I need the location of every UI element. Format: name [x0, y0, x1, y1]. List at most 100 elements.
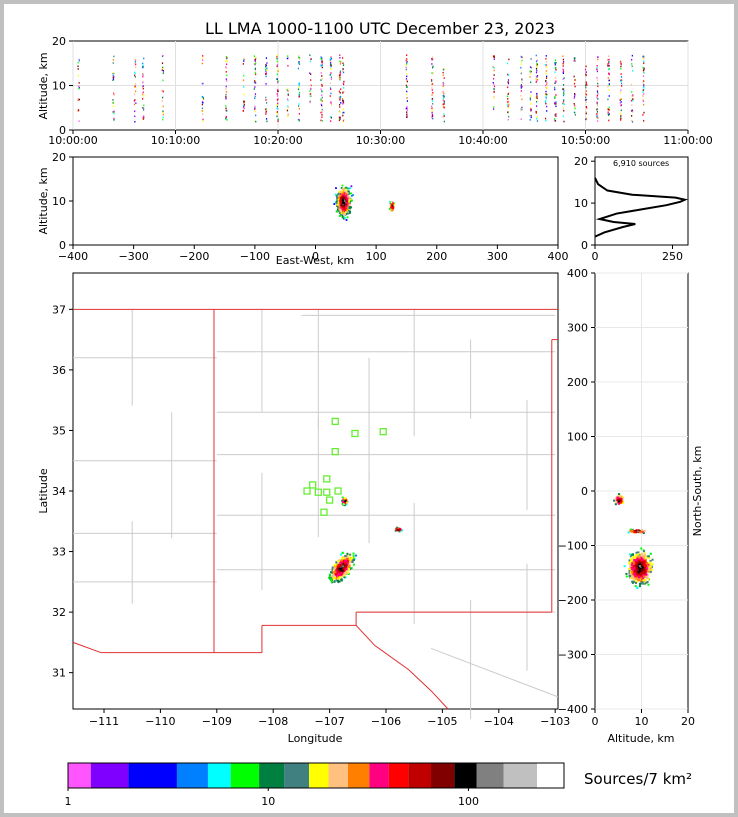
source-point [554, 71, 556, 74]
source-point [596, 101, 598, 104]
source-point [562, 55, 564, 58]
ew-density-cell [349, 210, 352, 213]
ns-density-cell [635, 578, 638, 581]
ns-density-cell [641, 568, 644, 571]
map-density-cell [340, 565, 343, 568]
source-point [521, 108, 523, 111]
ns-density-cell [633, 561, 636, 564]
source-point [277, 68, 279, 71]
source-point [596, 68, 598, 71]
source-point [442, 90, 445, 93]
ew-density-cell [348, 192, 351, 195]
ns-density-cell [643, 582, 646, 585]
source-point [242, 100, 245, 103]
map-density-cell [346, 552, 349, 555]
ew-density-cell [336, 196, 338, 198]
source-point [585, 90, 587, 92]
source-point [536, 63, 538, 65]
source-point [338, 116, 340, 119]
ns-density-cell [642, 556, 645, 559]
ns-density-cell [617, 495, 620, 498]
ns-density-cell [621, 499, 624, 502]
source-point [255, 62, 257, 64]
map-density-cell [333, 567, 336, 570]
colorbar-cell [176, 763, 208, 788]
source-point [277, 89, 279, 91]
source-point [536, 93, 538, 95]
ew-density-cell [348, 207, 351, 209]
source-point [202, 98, 204, 100]
ns-density-cell [631, 529, 634, 532]
source-point [225, 109, 227, 112]
ew-density-cell [351, 199, 353, 202]
ew-density-cell [338, 197, 340, 200]
ew-density-cell [345, 189, 348, 192]
source-point [608, 73, 610, 76]
source-point [642, 99, 644, 101]
source-point [77, 74, 79, 77]
source-point [298, 119, 301, 122]
source-point [254, 68, 256, 71]
source-point [321, 59, 323, 61]
ew-density-cell [345, 196, 348, 199]
source-point [330, 65, 332, 68]
source-point [620, 89, 622, 92]
source-point [536, 76, 538, 78]
source-point [297, 88, 300, 91]
source-point [508, 74, 510, 76]
map-density-cell [342, 572, 345, 575]
source-point [432, 102, 434, 105]
source-point [202, 113, 204, 115]
source-point [585, 105, 587, 108]
source-point [113, 110, 115, 113]
source-point [142, 85, 144, 88]
lma-station-marker [323, 488, 331, 496]
source-point [608, 67, 610, 70]
source-point [431, 83, 433, 86]
source-point [225, 117, 227, 120]
ns-density-cell [632, 573, 635, 576]
source-point [265, 118, 268, 120]
source-point [507, 101, 509, 103]
source-point [536, 95, 538, 97]
map-density-cell [333, 569, 336, 572]
source-point [78, 58, 80, 61]
ew-density-cell [350, 206, 353, 209]
ns-density-cell [637, 570, 640, 573]
map-density-cell [343, 574, 346, 577]
source-point [493, 95, 495, 98]
ew-density-cell [344, 193, 347, 196]
map-density-cell [352, 552, 355, 555]
source-point [202, 97, 205, 99]
source-point [545, 80, 547, 82]
ns-density-cell [638, 561, 641, 564]
ns-density-cell [625, 572, 628, 575]
source-point [143, 94, 145, 97]
source-point [585, 93, 588, 96]
source-point [339, 91, 341, 94]
map-density-cell [348, 564, 351, 567]
map-density-cell [340, 562, 343, 565]
source-point [225, 107, 227, 110]
source-point [162, 96, 164, 99]
source-point [243, 74, 245, 77]
source-point [329, 116, 332, 118]
ns-density-cell [615, 498, 618, 501]
ew-density-cell [335, 194, 338, 197]
map-density-cell [342, 500, 345, 503]
lma-station-marker [325, 496, 334, 504]
ns-density-cell [644, 573, 647, 576]
source-point [442, 116, 444, 118]
ns-density-cell [644, 556, 647, 559]
source-point [329, 59, 331, 61]
source-point [253, 63, 256, 65]
map-density-cell [349, 553, 352, 556]
source-point [112, 72, 114, 75]
ew-density-cell [342, 192, 345, 195]
ns-density-cell [630, 565, 633, 568]
source-point [142, 74, 144, 77]
map-density-cell [331, 566, 334, 569]
source-point [431, 100, 434, 102]
source-point [562, 68, 564, 71]
source-point [546, 87, 548, 90]
